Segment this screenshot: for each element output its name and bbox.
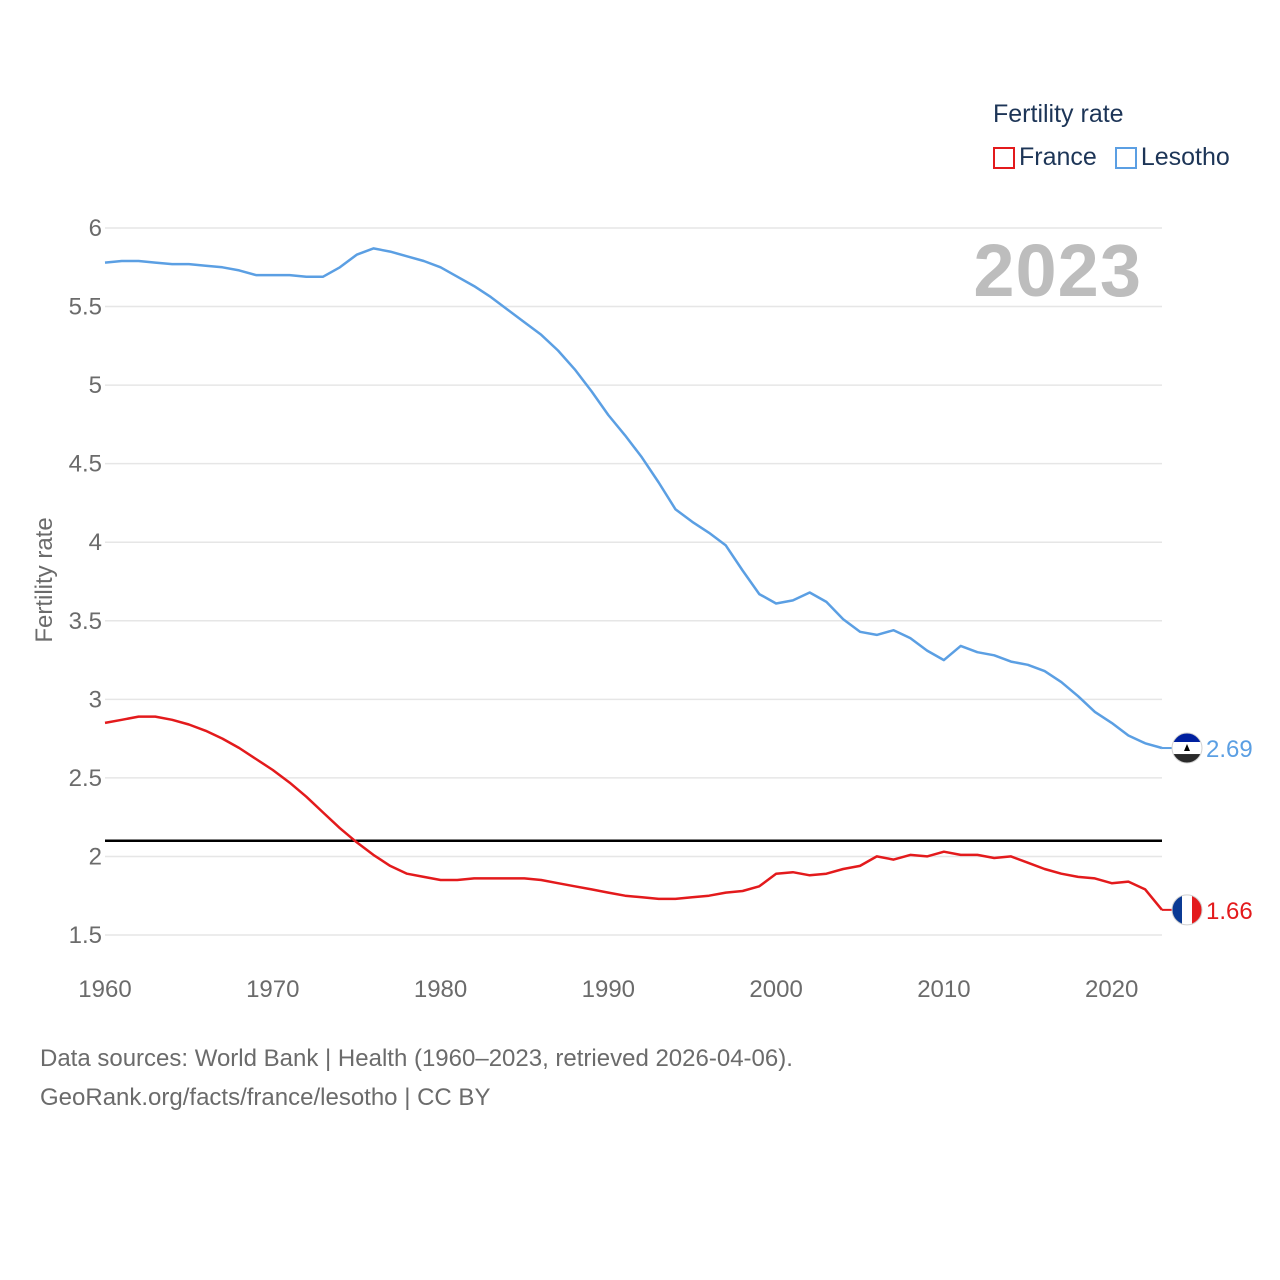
x-tick-label: 1990	[582, 976, 635, 1003]
source-line-2[interactable]: GeoRank.org/facts/france/lesotho | CC BY	[40, 1084, 491, 1111]
x-tick-label: 2010	[917, 976, 970, 1003]
y-axis-label: Fertility rate	[31, 517, 58, 642]
legend: France Lesotho	[993, 143, 1248, 172]
legend-swatch-france	[993, 146, 1015, 169]
legend-swatch-lesotho	[1114, 146, 1137, 169]
y-tick-label: 3.5	[69, 608, 102, 635]
y-tick-label: 2	[89, 843, 102, 870]
legend-label-lesotho: Lesotho	[1140, 143, 1230, 171]
y-tick-label: 5	[89, 372, 102, 399]
legend-title: Fertility rate	[993, 100, 1124, 128]
y-tick-label: 3	[89, 686, 102, 713]
source-line-1: Data sources: World Bank | Health (1960–…	[40, 1045, 793, 1072]
france-flag-icon	[1171, 894, 1203, 926]
legend-item-france[interactable]: France	[993, 143, 1097, 172]
current-year-label: 2023	[973, 229, 1142, 312]
x-tick-label: 2020	[1085, 976, 1138, 1003]
x-tick-label: 2000	[749, 976, 802, 1003]
series-lines	[104, 247, 1163, 911]
end-value-label-lesotho: 2.69	[1206, 736, 1253, 763]
x-tick-label: 1960	[78, 976, 131, 1003]
y-tick-label: 1.5	[69, 922, 102, 949]
y-tick-label: 4.5	[69, 451, 102, 478]
end-value-label-france: 1.66	[1206, 898, 1253, 925]
y-tick-label: 4	[89, 529, 102, 556]
x-tick-label: 1970	[246, 976, 299, 1003]
series-line-france[interactable]	[104, 715, 1163, 911]
lesotho-flag-icon	[1171, 732, 1203, 764]
x-tick-label: 1980	[414, 976, 467, 1003]
series-line-lesotho[interactable]	[104, 247, 1163, 750]
axes: 1.5 2 2.5 3 3.5 4 4.5 5 5.5 6 1960 1970 1980 1990 2000…	[69, 215, 1139, 1003]
grid-lines	[105, 227, 1162, 936]
y-tick-label: 6	[89, 215, 102, 242]
y-tick-label: 2.5	[69, 765, 102, 792]
legend-label-france: France	[1019, 143, 1097, 171]
y-tick-label: 5.5	[69, 294, 102, 321]
legend-item-lesotho[interactable]: Lesotho	[1114, 143, 1230, 172]
end-markers: 1.66 2.69	[1162, 732, 1253, 926]
